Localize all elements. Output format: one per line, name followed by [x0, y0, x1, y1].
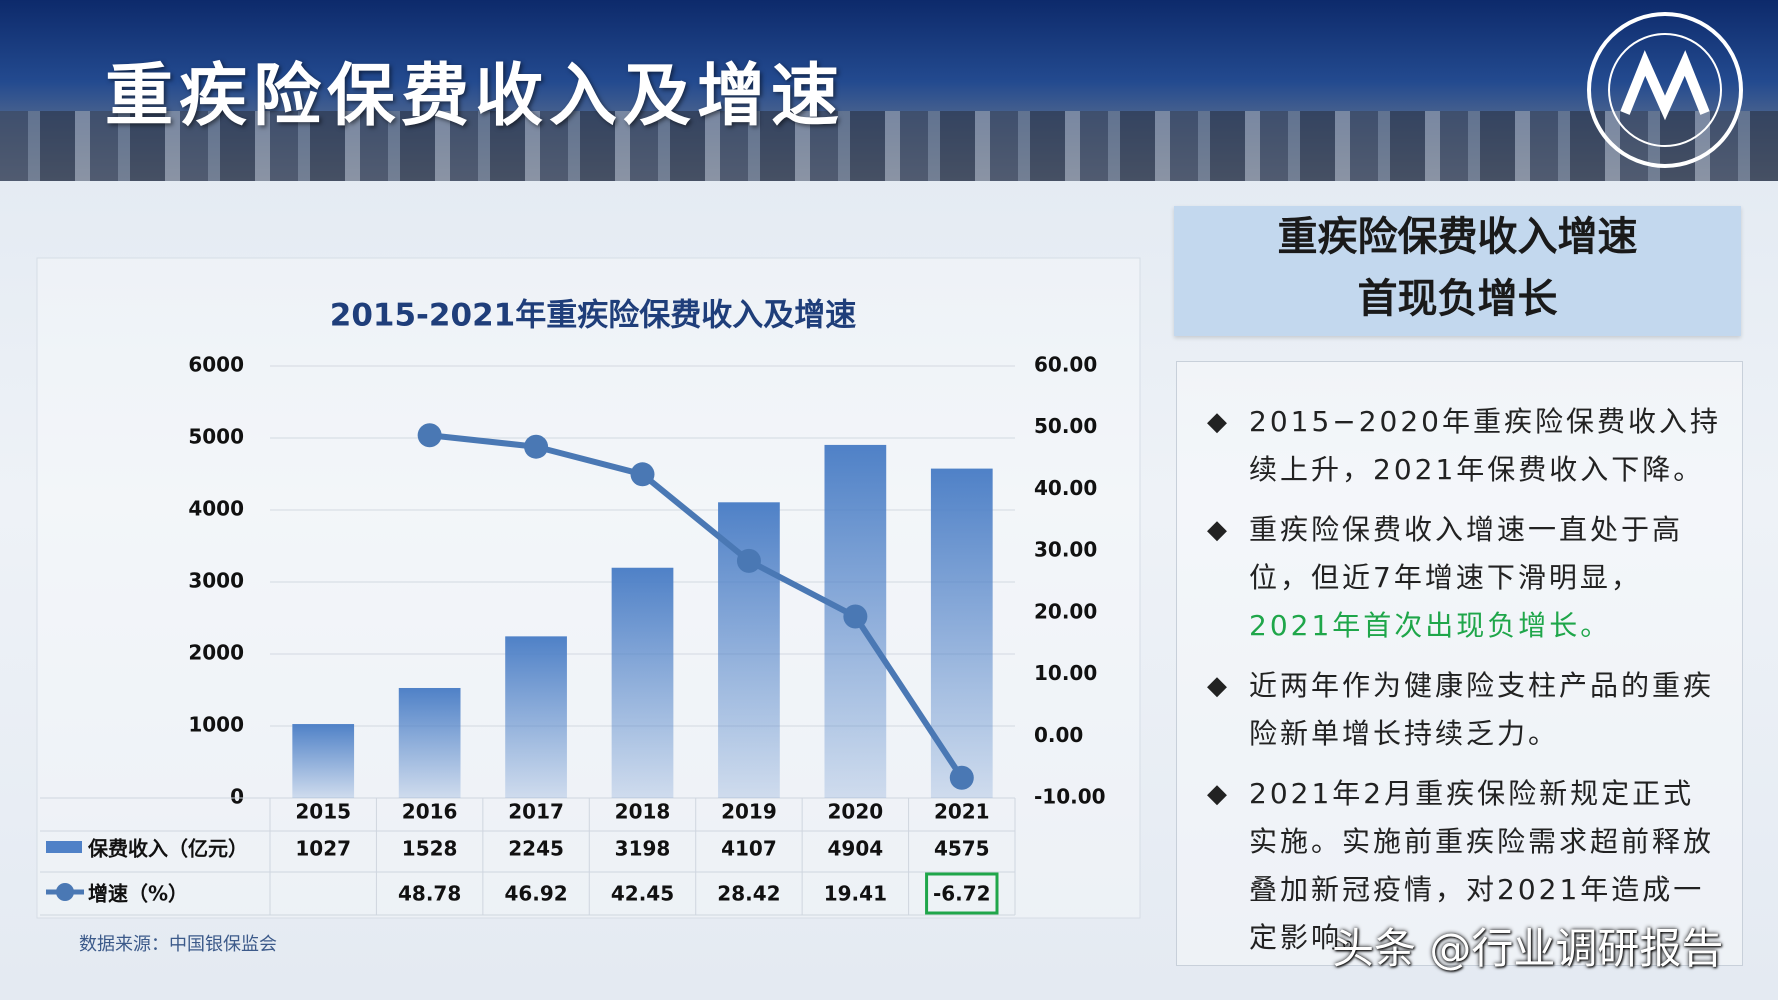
y-tick-label: 6000 [188, 353, 244, 377]
bullet-panel: 2015−2020年重疾险保费收入持续上升，2021年保费收入下降。重疾险保费收… [1176, 361, 1743, 966]
header-banner [0, 0, 1778, 181]
bullet: 重疾险保费收入增速一直处于高位，但近7年增速下滑明显， 2021年首次出现负增长。 [1207, 506, 1722, 650]
legend-swatch [56, 883, 74, 901]
line-marker [417, 423, 442, 448]
heading-line: 重疾险保费收入增速 [1277, 214, 1638, 260]
y2-tick-label: 20.00 [1034, 599, 1097, 623]
legend-swatch [46, 841, 82, 853]
line-marker [843, 604, 868, 629]
y-tick-label: 1000 [188, 713, 244, 737]
skyline [0, 111, 1778, 181]
chart: 2015-2021年重疾险保费收入及增速 0 1000 2000 3000 4000 50… [36, 257, 1141, 919]
line-marker [736, 548, 761, 573]
y2-tick-label: 0.00 [1034, 723, 1083, 747]
bullet: 近两年作为健康险支柱产品的重疾险新单增长持续乏力。 [1207, 662, 1722, 758]
logo [1587, 12, 1743, 168]
bar [611, 567, 674, 798]
line-marker [949, 765, 974, 790]
y2-tick-label: 60.00 [1034, 353, 1097, 377]
slide-title: 重疾险保费收入及增速 [105, 57, 846, 136]
x-tick-label: 2020 [828, 800, 884, 824]
legend-label: 增速（%） [88, 882, 188, 906]
bar [505, 636, 567, 798]
x-tick-label: 2019 [721, 800, 777, 824]
x-tick-label: 2017 [508, 800, 564, 824]
chart-title: 2015-2021年重疾险保费收入及增速 [330, 298, 856, 334]
table-value: 1528 [402, 837, 458, 861]
x-tick-label: 2016 [402, 800, 458, 824]
y-tick-label: 5000 [188, 425, 244, 449]
table-value: 2245 [508, 837, 564, 861]
bullet-text: 2015−2020年重疾险保费收入持续上升，2021年保费收入下降。 [1249, 405, 1721, 486]
table-value: 1027 [295, 837, 351, 861]
bullet-text: 重疾险保费收入增速一直处于高位，但近7年增速下滑明显， [1249, 513, 1684, 594]
line-marker [524, 434, 549, 459]
bullet-text: 2021年首次出现负增长。 [1249, 609, 1612, 642]
line [429, 432, 965, 780]
bullet: 2021年2月重疾保险新规定正式实施。实施前重疾险需求超前释放叠加新冠疫情，对2… [1207, 770, 1722, 962]
bullet-text: 近两年作为健康险支柱产品的重疾险新单增长持续乏力。 [1249, 669, 1715, 750]
bar [292, 724, 355, 798]
y2-tick-label: 50.00 [1034, 414, 1097, 438]
legend-label: 保费收入（亿元） [87, 837, 248, 861]
line-marker [630, 462, 655, 487]
y-tick-label: 0 [230, 785, 244, 809]
bar [398, 687, 461, 798]
table-value: 3198 [615, 837, 671, 861]
y2-tick-label: 30.00 [1034, 538, 1097, 562]
bullet-text: 2021年2月重疾保险新规定正式实施。实施前重疾险需求超前释放叠加新冠疫情，对2… [1249, 777, 1715, 954]
heading-line: 首现负增长 [1357, 276, 1558, 322]
x-tick-label: 2021 [934, 800, 990, 824]
y-tick-label: 4000 [188, 497, 244, 521]
x-tick-label: 2015 [295, 800, 351, 824]
y-tick-label: 3000 [188, 569, 244, 593]
source-note: 数据来源：中国银保监会 [79, 934, 277, 955]
y2-tick-label: 10.00 [1034, 661, 1097, 685]
table-value: 19.41 [824, 882, 887, 906]
bullet: 2015−2020年重疾险保费收入持续上升，2021年保费收入下降。 [1207, 398, 1722, 494]
y-tick-label: 2000 [188, 641, 244, 665]
table-value: 48.78 [398, 882, 461, 906]
table-value: 4904 [828, 837, 884, 861]
table-value: 46.92 [504, 882, 567, 906]
table-value: 4575 [934, 837, 990, 861]
table-value: 4107 [721, 837, 777, 861]
table-value: -6.72 [933, 882, 991, 906]
y2-tick-label: 40.00 [1034, 476, 1097, 500]
watermark: 头条 @行业调研报告 [1332, 924, 1724, 973]
sidebar-heading: 重疾险保费收入增速 首现负增长 [1174, 206, 1741, 336]
table-value: 42.45 [611, 882, 674, 906]
y2-tick-label: -10.00 [1034, 785, 1106, 809]
x-tick-label: 2018 [615, 800, 671, 824]
highlight-box [925, 872, 999, 915]
table-value: 28.42 [717, 882, 780, 906]
